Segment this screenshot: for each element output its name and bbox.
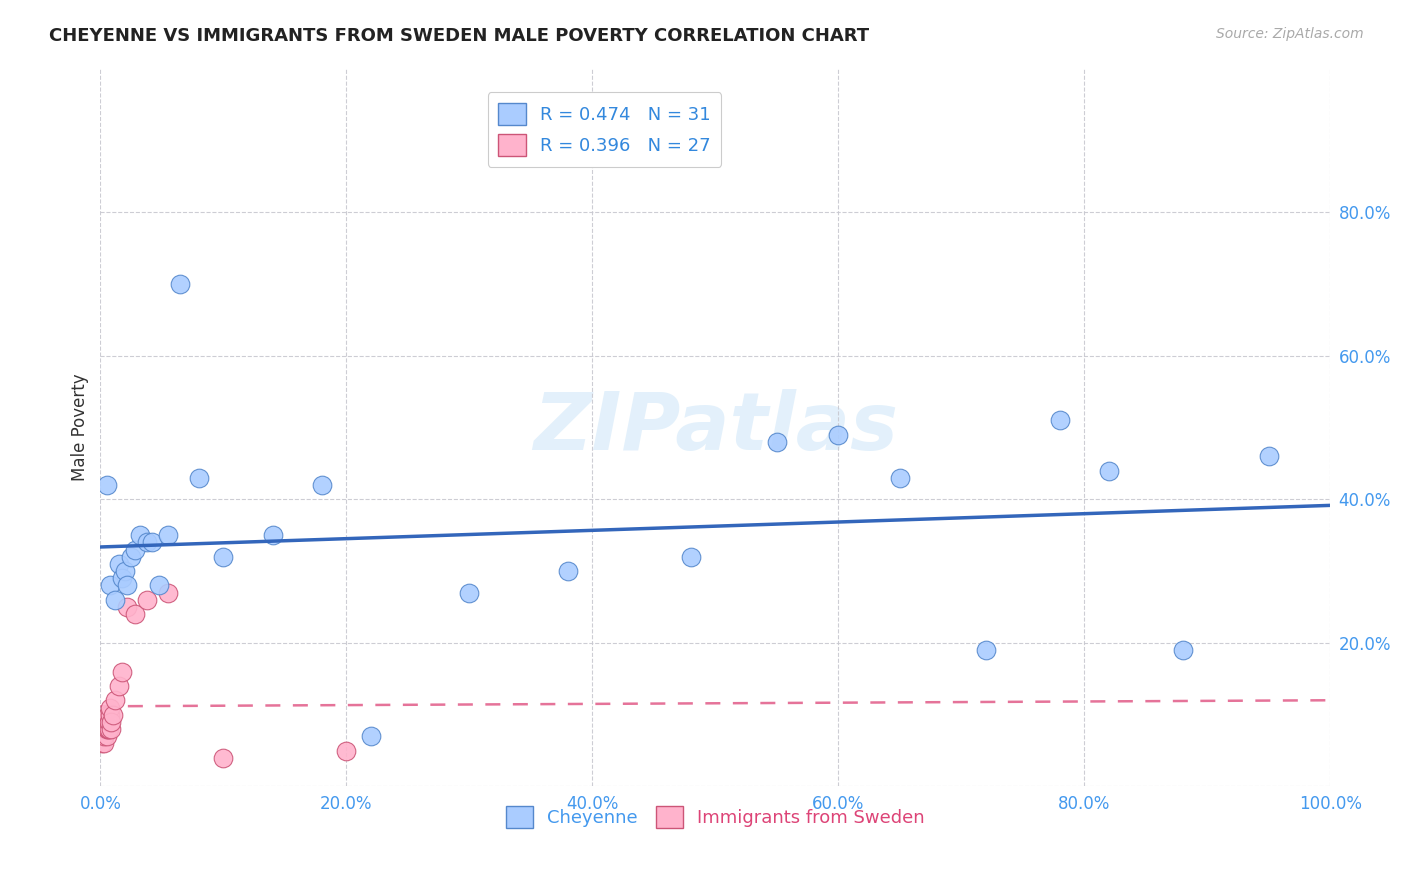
Point [148,578,170,592]
Point [111,571,134,585]
Point [1098,464,1121,478]
Point [156,528,179,542]
Point [974,643,997,657]
Point [97,707,120,722]
Point [96,722,118,736]
Point [97,714,120,729]
Point [212,549,235,564]
Point [827,427,849,442]
Text: Source: ZipAtlas.com: Source: ZipAtlas.com [1216,27,1364,41]
Point [136,592,159,607]
Point [141,535,163,549]
Point [91,722,114,736]
Point [136,535,159,549]
Point [94,722,117,736]
Point [93,729,115,743]
Point [557,564,579,578]
Point [98,700,121,714]
Point [104,693,127,707]
Point [262,528,284,542]
Point [187,471,209,485]
Point [1257,449,1279,463]
Text: CHEYENNE VS IMMIGRANTS FROM SWEDEN MALE POVERTY CORRELATION CHART: CHEYENNE VS IMMIGRANTS FROM SWEDEN MALE … [49,27,869,45]
Point [117,599,139,614]
Point [679,549,702,564]
Point [94,714,117,729]
Point [117,578,139,592]
Point [124,542,146,557]
Point [889,471,911,485]
Point [91,729,114,743]
Point [98,578,121,592]
Point [124,607,146,622]
Point [100,722,122,736]
Point [1171,643,1194,657]
Point [360,729,382,743]
Y-axis label: Male Poverty: Male Poverty [72,374,89,482]
Point [458,585,481,599]
Point [93,736,115,750]
Point [111,665,134,679]
Point [335,743,357,757]
Point [156,585,179,599]
Point [120,549,142,564]
Point [114,564,136,578]
Point [128,528,150,542]
Point [101,707,124,722]
Point [1049,413,1071,427]
Point [765,434,787,449]
Point [97,722,120,736]
Point [98,707,121,722]
Point [100,714,122,729]
Point [311,478,333,492]
Point [107,679,129,693]
Point [96,729,118,743]
Legend: Cheyenne, Immigrants from Sweden: Cheyenne, Immigrants from Sweden [498,798,932,835]
Point [90,736,112,750]
Point [169,277,191,291]
Text: ZIPatlas: ZIPatlas [533,389,898,467]
Point [107,557,129,571]
Point [96,478,118,492]
Point [97,722,120,736]
Point [212,751,235,765]
Point [104,592,127,607]
